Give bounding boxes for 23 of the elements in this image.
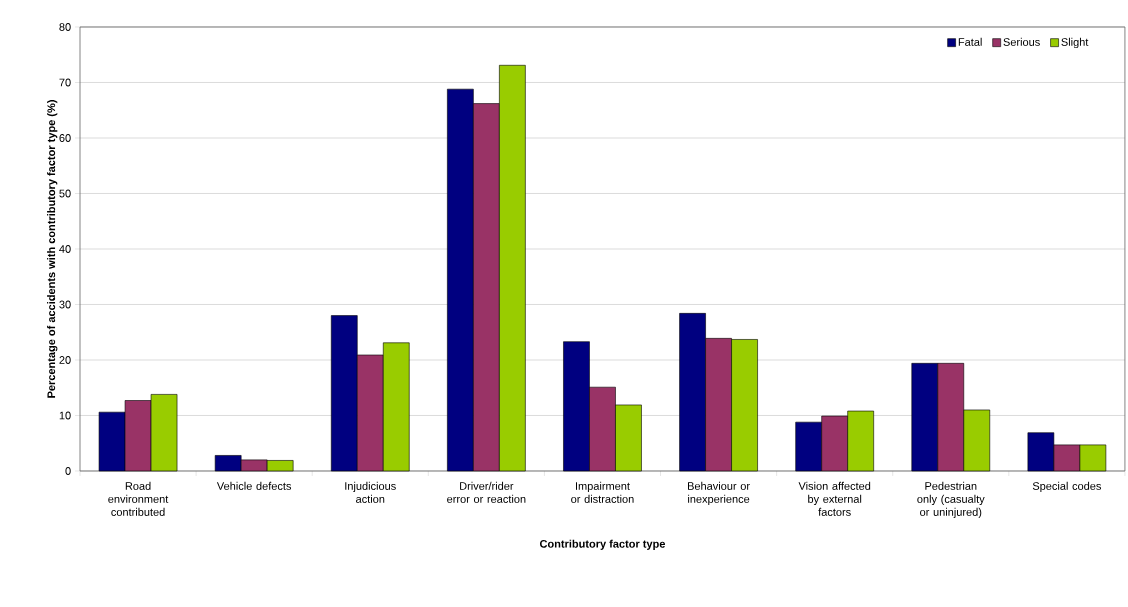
x-tick-label: Behaviour or inexperience xyxy=(688,481,750,506)
y-tick-label: 0 xyxy=(65,467,71,475)
y-tick-label: 80 xyxy=(59,23,71,31)
x-tick-label: Vision affected by external factors xyxy=(798,481,871,516)
y-tick-label: 10 xyxy=(59,411,71,420)
x-tick-label: Road environment contributed xyxy=(108,481,169,516)
legend-label: Fatal xyxy=(958,37,982,46)
legend-label: Slight xyxy=(1061,37,1089,49)
y-tick-label: 70 xyxy=(59,78,71,87)
x-axis-title: Contributory factor type xyxy=(539,539,666,550)
x-tick-label: Impairment or distraction xyxy=(571,481,634,503)
legend-label: Serious xyxy=(1003,37,1040,46)
y-tick-label: 60 xyxy=(59,134,71,142)
y-tick-label: 20 xyxy=(59,356,71,364)
y-tick-label: 50 xyxy=(59,189,71,198)
x-tick-label: Driver/rider error or reaction xyxy=(447,481,526,503)
y-tick-label: 30 xyxy=(59,300,71,309)
y-tick-label: 40 xyxy=(59,245,71,253)
x-tick-label: Vehicle defects xyxy=(216,481,292,490)
x-tick-label: Injudicious action xyxy=(345,481,396,503)
x-tick-label: Special codes xyxy=(1032,481,1102,493)
x-tick-label: Pedestrian only (casualty or uninjured) xyxy=(917,481,985,519)
y-axis-title: Percentage of accidents with contributory factor type (%) xyxy=(47,100,58,398)
